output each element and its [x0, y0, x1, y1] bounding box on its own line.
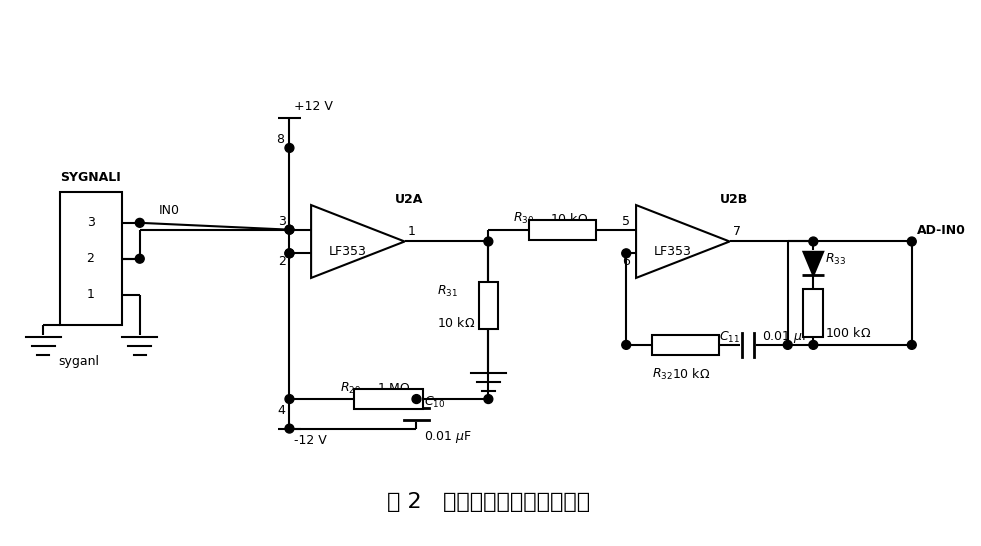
Text: 1 M$\Omega$: 1 M$\Omega$: [377, 382, 411, 395]
Circle shape: [484, 237, 492, 246]
Circle shape: [285, 225, 294, 234]
Text: $R_{30}$: $R_{30}$: [513, 211, 535, 227]
Text: 8: 8: [277, 133, 284, 146]
Circle shape: [285, 249, 294, 258]
Bar: [803, 289, 823, 336]
Text: 6: 6: [622, 256, 630, 268]
Text: 10 k$\Omega$: 10 k$\Omega$: [672, 367, 710, 382]
Circle shape: [622, 249, 631, 258]
Circle shape: [285, 225, 294, 234]
Text: IN0: IN0: [159, 204, 180, 217]
Text: 3: 3: [278, 215, 285, 228]
Text: 1: 1: [408, 224, 416, 238]
Text: $R_{31}$: $R_{31}$: [438, 284, 458, 299]
Text: 3: 3: [86, 216, 94, 229]
Text: syganl: syganl: [58, 355, 99, 368]
Circle shape: [484, 395, 492, 403]
Circle shape: [285, 144, 294, 152]
Text: $R_{33}$: $R_{33}$: [825, 252, 847, 267]
Text: 2: 2: [278, 256, 285, 268]
Bar: [651, 335, 719, 355]
Text: 100 k$\Omega$: 100 k$\Omega$: [825, 325, 871, 340]
Text: SYGNALI: SYGNALI: [60, 171, 121, 185]
Circle shape: [285, 249, 294, 258]
Text: $C_{10}$: $C_{10}$: [425, 394, 445, 410]
Text: 0.01 $\mu$F: 0.01 $\mu$F: [762, 329, 810, 345]
Bar: [354, 389, 424, 409]
Text: 0.01 $\mu$F: 0.01 $\mu$F: [425, 430, 473, 446]
Text: 4: 4: [278, 405, 285, 417]
Text: $C_{11}$: $C_{11}$: [719, 329, 740, 345]
Text: LF353: LF353: [329, 245, 367, 258]
Text: 7: 7: [733, 224, 741, 238]
Text: $R_{32}$: $R_{32}$: [651, 367, 673, 382]
Text: U2B: U2B: [720, 193, 749, 206]
Text: 2: 2: [86, 252, 94, 265]
Bar: [479, 282, 498, 329]
Text: 图 2   传感和模拟信号处理电路: 图 2 传感和模拟信号处理电路: [387, 492, 590, 513]
Text: 10 k$\Omega$: 10 k$\Omega$: [550, 212, 589, 226]
Circle shape: [285, 395, 294, 403]
Circle shape: [285, 424, 294, 433]
Bar: [60, 192, 122, 325]
Text: 10 k$\Omega$: 10 k$\Omega$: [438, 316, 476, 330]
Circle shape: [412, 395, 421, 403]
Circle shape: [907, 341, 916, 349]
Text: -12 V: -12 V: [294, 434, 327, 447]
Text: LF353: LF353: [653, 245, 692, 258]
Circle shape: [809, 237, 818, 246]
Bar: [529, 220, 595, 240]
Text: U2A: U2A: [394, 193, 423, 206]
Polygon shape: [803, 252, 823, 276]
Circle shape: [809, 341, 818, 349]
Circle shape: [783, 341, 792, 349]
Circle shape: [622, 341, 631, 349]
Text: +12 V: +12 V: [294, 100, 334, 114]
Circle shape: [907, 237, 916, 246]
Circle shape: [135, 218, 144, 227]
Text: AD-IN0: AD-IN0: [916, 223, 965, 236]
Circle shape: [135, 254, 144, 263]
Text: $R_{29}$: $R_{29}$: [339, 381, 361, 396]
Text: 5: 5: [622, 215, 630, 228]
Text: 1: 1: [86, 288, 94, 301]
